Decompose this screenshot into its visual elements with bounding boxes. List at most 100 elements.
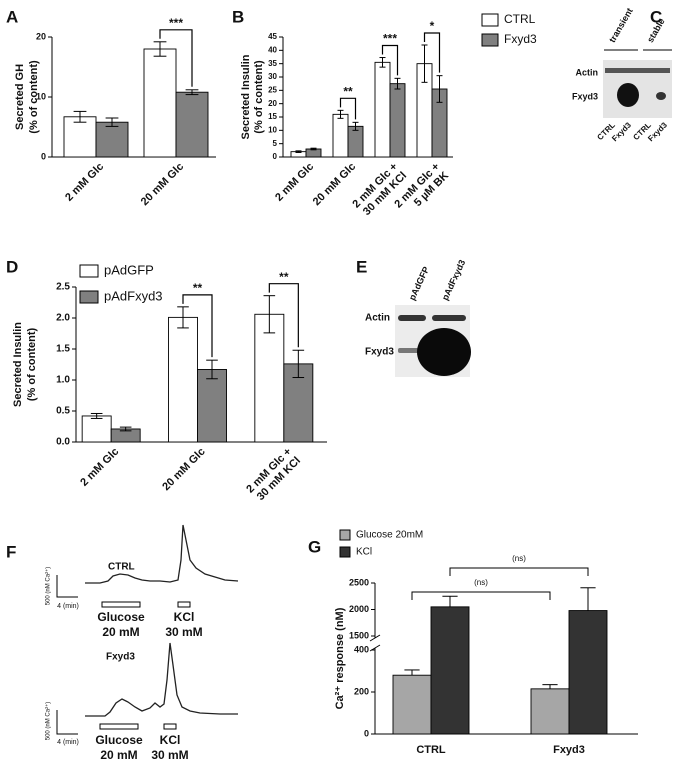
y-tick-label: 35: [268, 59, 277, 68]
significance-bracket: [182, 294, 213, 358]
stimulus-bar: [177, 601, 191, 608]
scale-bar: [56, 710, 78, 735]
x-tick-label: 2 mM Glc: [63, 161, 106, 204]
comparison-bracket: [411, 591, 551, 600]
bar: [530, 688, 570, 735]
bar: [389, 83, 406, 158]
trace-label: Fxyd3: [106, 652, 135, 663]
lane-label: pAdFxyd3: [440, 258, 467, 302]
legend-swatch: [79, 290, 99, 304]
x-tick-label: CTRL: [416, 744, 446, 756]
legend-swatch: [79, 264, 99, 278]
comparison-bracket: [449, 567, 589, 576]
stimulus-label: KCl: [160, 733, 181, 747]
y-axis-label: (% of content): [28, 60, 40, 134]
y-tick-label: 400: [354, 644, 369, 654]
x-tick-label: 20 mM Glc: [160, 446, 207, 493]
bar: [332, 113, 349, 158]
y-tick-label: 20: [36, 31, 46, 41]
row-label: Fxyd3: [365, 347, 394, 358]
blot-c: C transient stable Actin Fxyd3 CTRL Fxyd…: [572, 6, 672, 143]
y-tick-label: 45: [268, 32, 277, 41]
y-tick-label: 1500: [349, 630, 369, 640]
y-tick-label: 2.5: [56, 282, 70, 293]
comparison-label: (ns): [512, 554, 526, 563]
trace-label: CTRL: [108, 562, 135, 573]
row-label: Actin: [576, 67, 599, 77]
stimulus-label: Glucose: [97, 610, 145, 624]
significance-bracket: [159, 29, 193, 87]
y-tick-label: 0.5: [56, 406, 70, 417]
comparison-label: (ns): [474, 578, 488, 587]
y-tick-label: 1.5: [56, 344, 70, 355]
stimulus-label: Glucose: [95, 733, 143, 747]
y-tick-label: 2000: [349, 604, 369, 614]
stimulus-bar: [101, 601, 141, 608]
significance-label: *: [430, 19, 435, 33]
band: [398, 315, 426, 321]
legend-label: CTRL: [504, 12, 536, 26]
panel-letter: E: [356, 257, 367, 276]
stimulus-bar: [99, 723, 139, 730]
bar: [81, 415, 112, 443]
calcium-trace: [85, 642, 238, 717]
panel-letter: C: [650, 7, 662, 26]
scale-label: 500 (nM Ca²⁺): [45, 702, 52, 741]
legend-label: Fxyd3: [504, 32, 537, 46]
y-tick-label: 2.0: [56, 313, 70, 324]
significance-label: **: [343, 85, 353, 99]
blot-e: E pAdGFP pAdFxyd3 Actin Fxyd3: [356, 257, 471, 377]
bar: [63, 116, 97, 158]
blot-group: transient: [607, 6, 635, 44]
y-axis-label: Secreted GH: [14, 64, 26, 130]
significance-label: ***: [169, 16, 183, 30]
panel-letter: D: [6, 257, 18, 276]
y-tick-label: 2500: [349, 577, 369, 587]
band: [656, 92, 666, 100]
y-tick-label: 10: [36, 91, 46, 101]
y-tick-label: 15: [268, 112, 277, 121]
y-axis-label: Secreted Insulin: [12, 322, 24, 407]
legend-label: pAdGFP: [104, 262, 154, 277]
x-tick-label: 2 mM Glc: [78, 446, 121, 489]
band: [605, 68, 670, 73]
y-tick-label: 0: [41, 151, 46, 161]
significance-label: **: [279, 270, 289, 284]
lane-label: pAdGFP: [407, 265, 431, 302]
bar: [168, 316, 198, 443]
significance-bracket: [268, 283, 299, 348]
band: [432, 315, 466, 321]
y-tick-label: 20: [268, 99, 277, 108]
y-axis-label: Ca²⁺ response (nM): [334, 607, 346, 709]
scale-label: 500 (nM Ca²⁺): [45, 567, 52, 606]
legend-swatch: [339, 529, 351, 541]
calcium-trace: [85, 524, 239, 584]
blot-group: stable: [645, 17, 667, 45]
bar: [197, 369, 227, 443]
legend-label: Glucose 20mM: [356, 530, 423, 541]
panel-letter: G: [308, 537, 321, 556]
y-tick-label: 0: [273, 152, 278, 161]
traces-f: F CTRL 500 (nM Ca²⁺) 4 (min) Glucose 20 …: [6, 524, 239, 762]
scale-label: 4 (min): [57, 603, 79, 610]
band: [617, 83, 639, 107]
stimulus-label: KCl: [174, 610, 195, 624]
stimulus-label: 20 mM: [102, 625, 139, 639]
y-axis-label: (% of content): [253, 60, 265, 134]
legend-swatch: [339, 546, 351, 558]
legend-swatch: [481, 33, 499, 47]
y-tick-label: 30: [268, 72, 277, 81]
panel-letter: A: [6, 7, 18, 26]
y-tick-label: 0: [364, 728, 369, 738]
y-tick-label: 5: [273, 139, 278, 148]
bar: [430, 606, 470, 735]
lane-label: Fxyd3: [646, 120, 669, 143]
significance-label: ***: [383, 32, 397, 46]
y-tick-label: 10: [268, 125, 277, 134]
legend-label: KCl: [356, 547, 372, 558]
x-tick-label: 2 mM Glc: [273, 161, 316, 204]
x-tick-label: Fxyd3: [553, 744, 585, 756]
legend-swatch: [481, 13, 499, 27]
band: [417, 328, 471, 376]
